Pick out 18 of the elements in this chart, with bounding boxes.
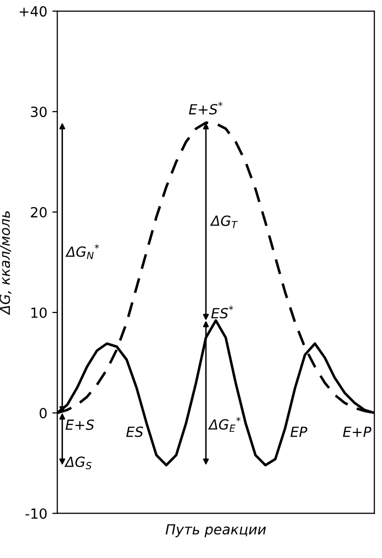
y-tick-label: -10 (26, 508, 47, 519)
annotation: ES$^{*}$ (211, 306, 234, 318)
y-tick-label: 10 (31, 307, 47, 318)
annotation: E+S$^{*}$ (188, 102, 222, 115)
y-axis-title: ΔG, ккал/моль (0, 211, 12, 316)
y-tick-label: 20 (30, 207, 47, 218)
annotation: EP (290, 426, 308, 437)
annotation: E+S (66, 420, 94, 430)
annotation: ΔG$_{N}$$^{*}$ (65, 244, 99, 259)
annotation: ΔG$_{S}$ (64, 456, 92, 470)
annotation: ΔG$_{T}$ (210, 216, 238, 228)
y-tick-label: +40 (20, 6, 47, 17)
annotation: E+P (342, 426, 372, 437)
x-axis-title: Путь реакции (166, 524, 266, 538)
y-tick-label: 0 (40, 408, 47, 418)
annotation: ES (126, 426, 144, 438)
y-tick-label: 30 (30, 106, 47, 118)
annotation: ΔG$_{E}$$^{*}$ (208, 416, 241, 432)
